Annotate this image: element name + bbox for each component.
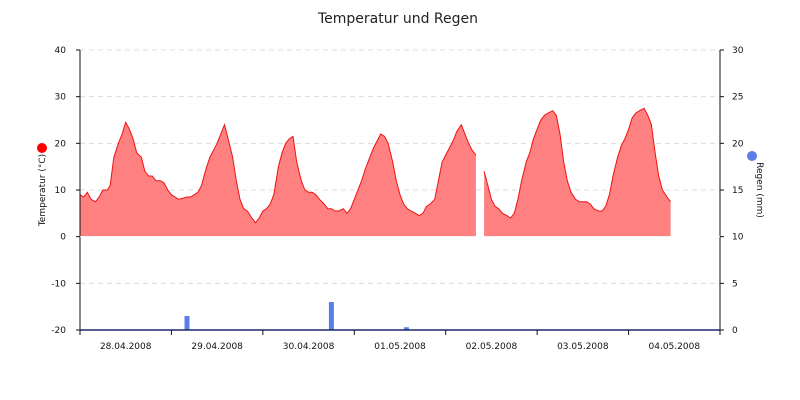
x-tick-label: 03.05.2008 xyxy=(557,342,609,352)
temperature-area xyxy=(79,107,671,237)
x-tick-label: 01.05.2008 xyxy=(374,342,426,352)
right-axis-title: Regen (mm) xyxy=(754,162,764,218)
temperature-area-fill xyxy=(80,122,476,237)
chart-title: Temperatur und Regen xyxy=(317,11,478,27)
right-tick-label: 15 xyxy=(732,186,743,196)
right-tick-label: 0 xyxy=(732,326,738,336)
x-tick-label: 29.04.2008 xyxy=(191,342,243,352)
left-axis-title: Temperatur (°C) xyxy=(38,154,48,227)
temperature-line xyxy=(79,120,477,224)
rain-bar xyxy=(328,302,334,330)
x-axis-ticks: 28.04.2008 29.04.2008 30.04.2008 01.05.2008… xyxy=(79,330,721,352)
left-tick-label: -20 xyxy=(51,326,66,336)
right-tick-label: 10 xyxy=(732,233,744,243)
temperature-area-fill xyxy=(484,108,671,237)
right-tick-label: 5 xyxy=(732,279,738,289)
x-tick-label: 02.05.2008 xyxy=(466,342,518,352)
x-tick-label: 30.04.2008 xyxy=(283,342,335,352)
left-axis-ticks: 40 30 20 10 0 -10 -20 xyxy=(51,46,80,336)
left-tick-label: 30 xyxy=(55,93,67,103)
right-axis-ticks: 30 25 20 15 10 5 0 xyxy=(720,46,744,336)
right-tick-label: 25 xyxy=(732,93,743,103)
rain-bar xyxy=(184,316,190,330)
right-tick-label: 20 xyxy=(732,139,744,149)
left-tick-label: 10 xyxy=(55,186,67,196)
rain-legend-dot xyxy=(747,151,757,161)
left-tick-label: 0 xyxy=(60,233,66,243)
left-tick-label: 40 xyxy=(55,46,67,56)
rain-bar xyxy=(403,327,409,330)
right-tick-label: 30 xyxy=(732,46,744,56)
temperature-line xyxy=(483,107,671,219)
rain-bars xyxy=(184,302,409,330)
left-tick-label: -10 xyxy=(51,279,66,289)
temperature-legend-dot xyxy=(37,143,47,153)
left-tick-label: 20 xyxy=(55,139,67,149)
x-tick-label: 04.05.2008 xyxy=(649,342,701,352)
x-tick-label: 28.04.2008 xyxy=(100,342,152,352)
